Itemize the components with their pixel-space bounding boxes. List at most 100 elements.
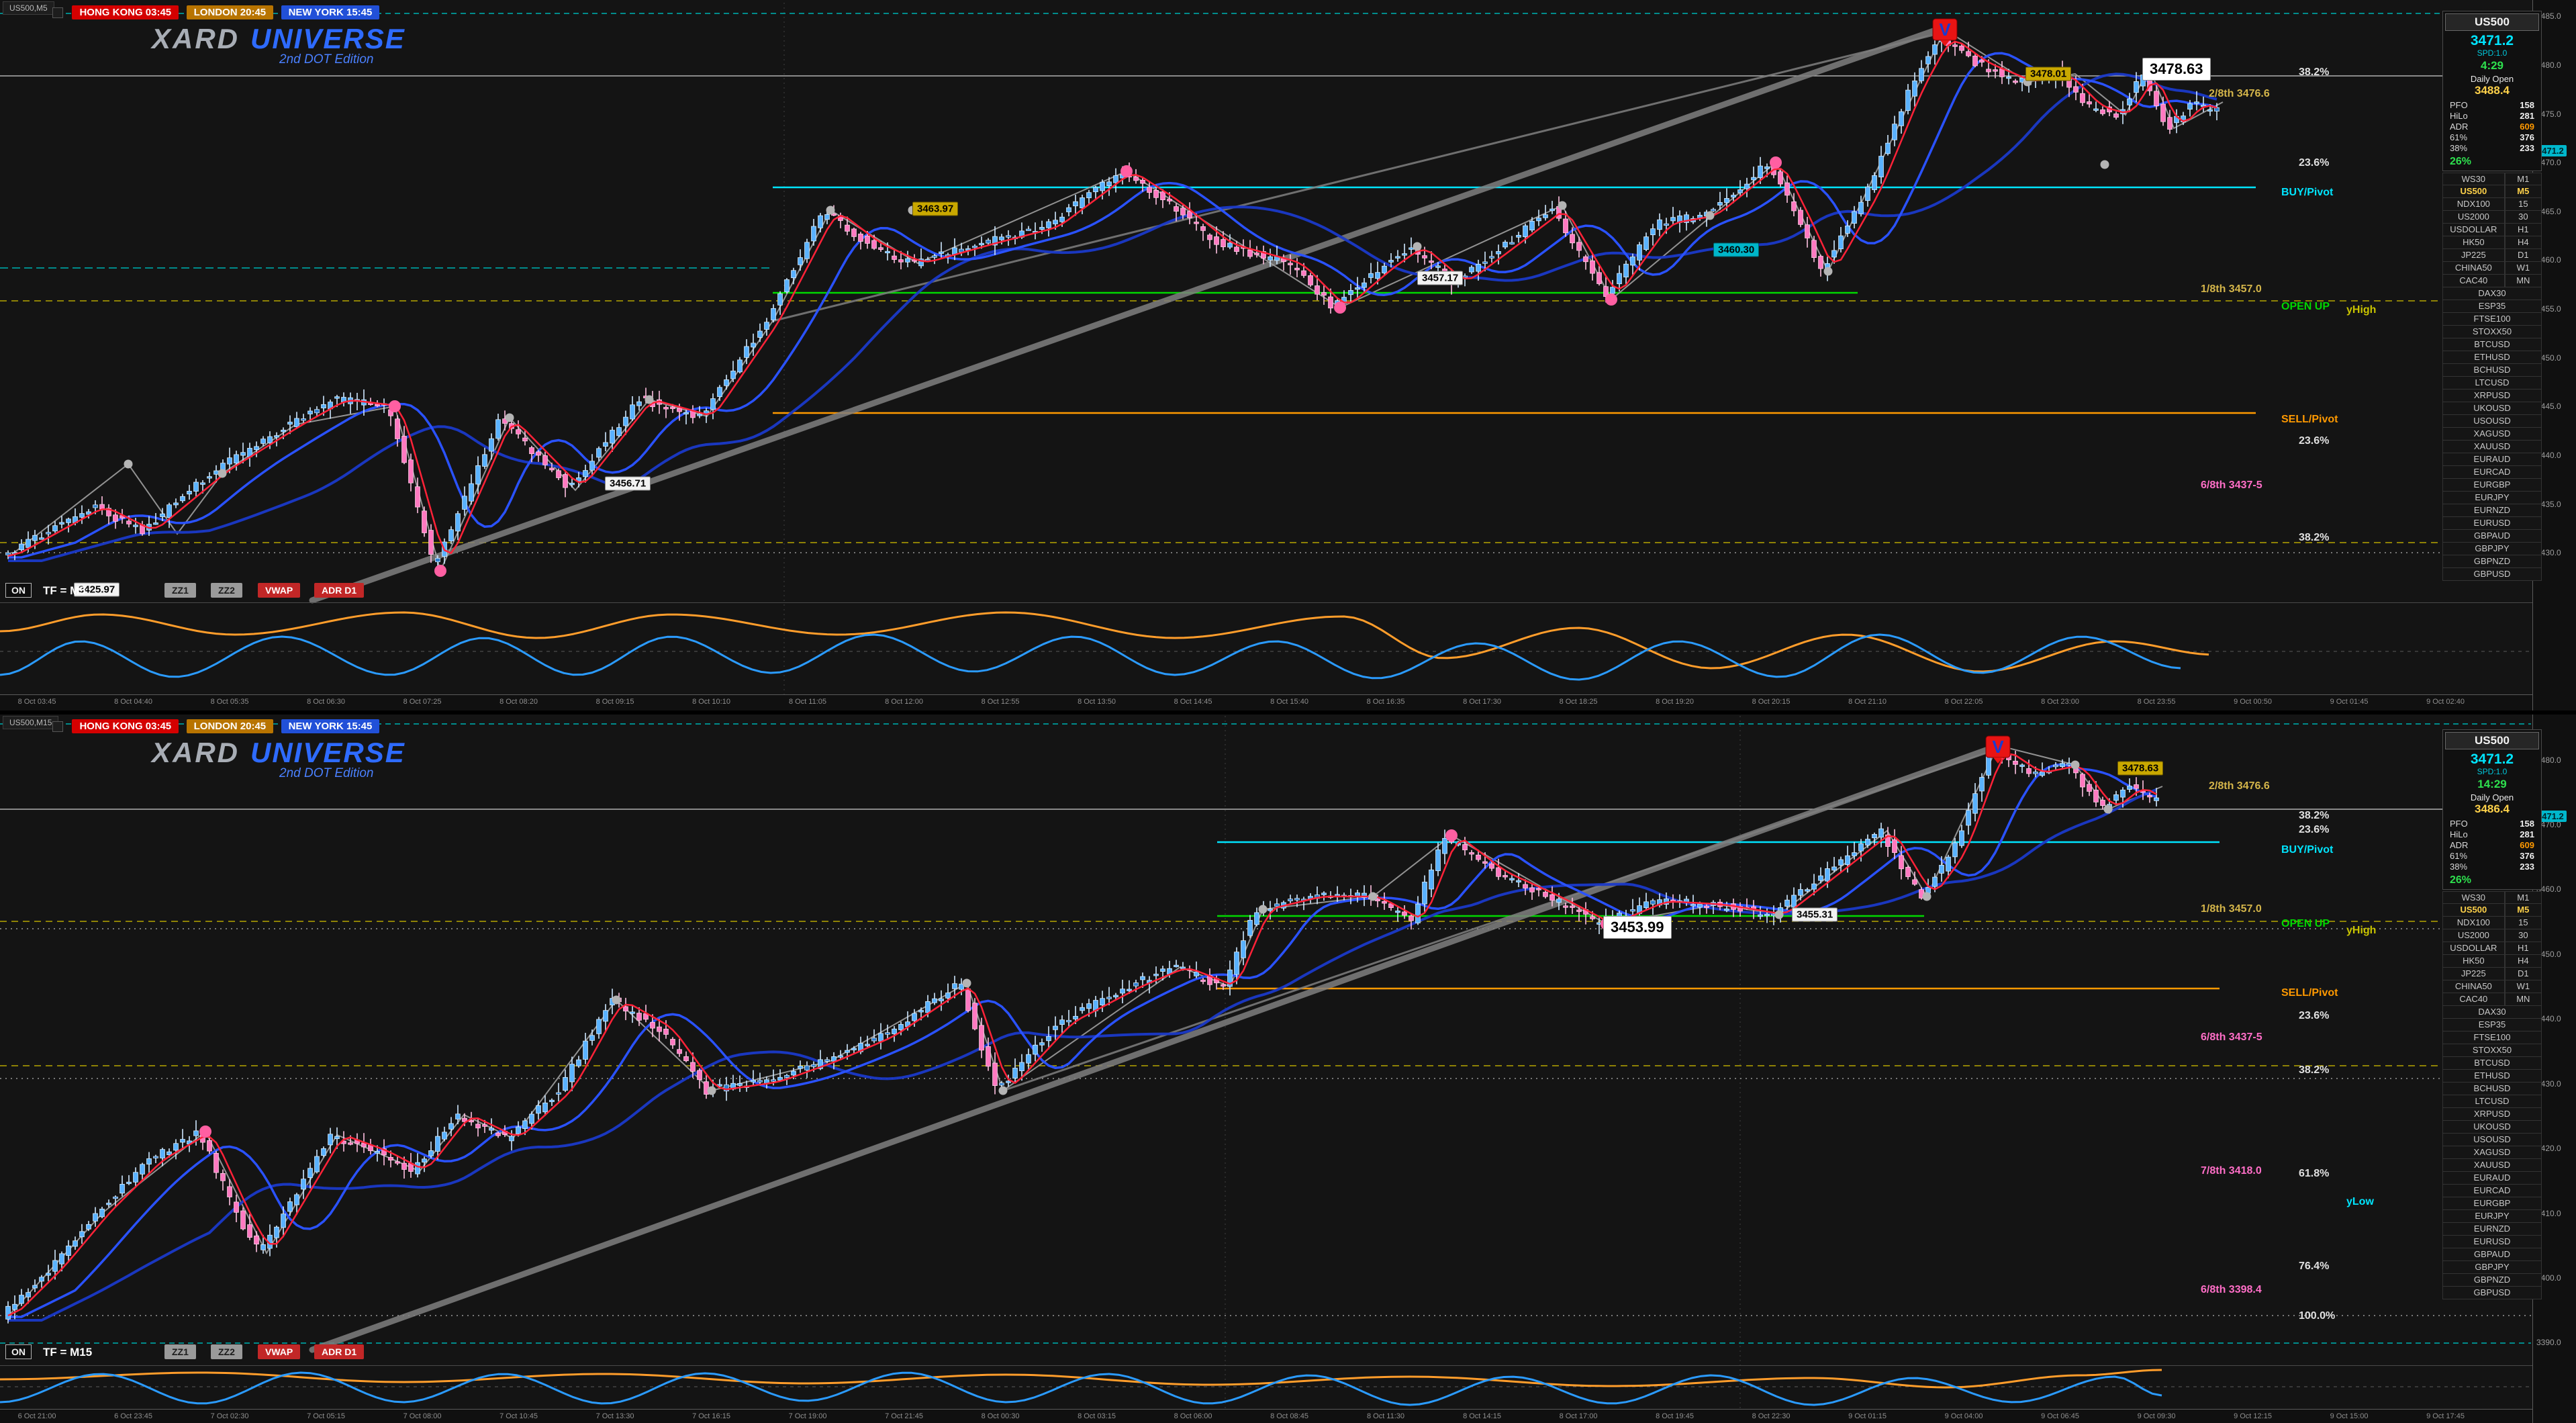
mw-symbol-row-ethusd[interactable]: ETHUSD [2442, 351, 2542, 364]
vwap-button[interactable]: VWAP [258, 583, 301, 598]
session-newyork-button[interactable]: NEW YORK 15:45 [281, 719, 380, 733]
mw-symbol-cell[interactable]: CAC40 [2442, 275, 2505, 287]
mw-symbol-row-gbpjpy[interactable]: GBPJPY [2442, 543, 2542, 555]
mw-symbol-cell[interactable]: DAX30 [2442, 1006, 2542, 1019]
mw-symbol-row-esp35[interactable]: ESP35 [2442, 300, 2542, 313]
mw-symbol-cell[interactable]: GBPAUD [2442, 1248, 2542, 1261]
mw-symbol-cell[interactable]: STOXX50 [2442, 326, 2542, 338]
mw-timeframe-cell[interactable]: H4 [2504, 236, 2542, 249]
mw-symbol-row-china50[interactable]: CHINA50 W1 [2442, 262, 2542, 275]
mw-symbol-row-ndx100[interactable]: NDX100 15 [2442, 198, 2542, 211]
mw-symbol-cell[interactable]: XAGUSD [2442, 1146, 2542, 1159]
on-toggle[interactable]: ON [5, 1344, 32, 1359]
mw-symbol-row-jp225[interactable]: JP225 D1 [2442, 249, 2542, 262]
mw-symbol-row-ltcusd[interactable]: LTCUSD [2442, 377, 2542, 389]
mw-symbol-row-xrpusd[interactable]: XRPUSD [2442, 1108, 2542, 1121]
mw-timeframe-cell[interactable]: 30 [2504, 929, 2542, 942]
mw-symbol-row-euraud[interactable]: EURAUD [2442, 453, 2542, 466]
mw-symbol-row-gbpaud[interactable]: GBPAUD [2442, 1248, 2542, 1261]
mw-symbol-cell[interactable]: GBPNZD [2442, 555, 2542, 568]
session-hongkong-button[interactable]: HONG KONG 03:45 [72, 5, 179, 19]
mw-symbol-cell[interactable]: GBPNZD [2442, 1274, 2542, 1287]
mw-symbol-cell[interactable]: ESP35 [2442, 1019, 2542, 1031]
mw-symbol-cell[interactable]: JP225 [2442, 968, 2505, 980]
mw-symbol-row-usousd[interactable]: USOUSD [2442, 415, 2542, 428]
mw-symbol-row-ftse100[interactable]: FTSE100 [2442, 313, 2542, 326]
mw-symbol-cell[interactable]: EURNZD [2442, 1223, 2542, 1236]
mw-timeframe-cell[interactable]: MN [2504, 993, 2542, 1006]
mw-symbol-cell[interactable]: USDOLLAR [2442, 942, 2505, 955]
mw-symbol-cell[interactable]: US2000 [2442, 929, 2505, 942]
mw-symbol-row-ftse100[interactable]: FTSE100 [2442, 1031, 2542, 1044]
mw-timeframe-cell[interactable]: H4 [2504, 955, 2542, 968]
mw-timeframe-cell[interactable]: H1 [2504, 942, 2542, 955]
mw-symbol-cell[interactable]: GBPJPY [2442, 543, 2542, 555]
mw-symbol-row-ltcusd[interactable]: LTCUSD [2442, 1095, 2542, 1108]
mw-symbol-row-eurjpy[interactable]: EURJPY [2442, 1210, 2542, 1223]
zz1-button[interactable]: ZZ1 [164, 583, 196, 598]
mw-timeframe-cell[interactable]: M1 [2504, 173, 2542, 185]
mw-symbol-cell[interactable]: LTCUSD [2442, 1095, 2542, 1108]
mw-symbol-row-eurgbp[interactable]: EURGBP [2442, 479, 2542, 492]
mw-timeframe-cell[interactable]: D1 [2504, 249, 2542, 262]
mw-timeframe-cell[interactable]: D1 [2504, 968, 2542, 980]
mw-symbol-row-dax30[interactable]: DAX30 [2442, 1006, 2542, 1019]
mw-symbol-cell[interactable]: WS30 [2442, 891, 2505, 904]
chart-tab-m15[interactable]: US500,M15 [3, 716, 59, 729]
mw-symbol-row-stoxx50[interactable]: STOXX50 [2442, 326, 2542, 338]
mw-symbol-row-eurusd[interactable]: EURUSD [2442, 1236, 2542, 1248]
mw-symbol-cell[interactable]: XAUUSD [2442, 1159, 2542, 1172]
mw-symbol-cell[interactable]: BCHUSD [2442, 1083, 2542, 1095]
mw-symbol-row-usdollar[interactable]: USDOLLAR H1 [2442, 942, 2542, 955]
mw-symbol-row-ukousd[interactable]: UKOUSD [2442, 1121, 2542, 1134]
mw-timeframe-cell[interactable]: W1 [2504, 262, 2542, 275]
mw-timeframe-cell[interactable]: MN [2504, 275, 2542, 287]
chart-tab-m5[interactable]: US500,M5 [3, 1, 54, 15]
mw-symbol-row-eurcad[interactable]: EURCAD [2442, 466, 2542, 479]
mw-symbol-cell[interactable]: USOUSD [2442, 415, 2542, 428]
mw-symbol-row-jp225[interactable]: JP225 D1 [2442, 968, 2542, 980]
mw-symbol-cell[interactable]: EURCAD [2442, 466, 2542, 479]
session-london-button[interactable]: LONDON 20:45 [186, 5, 274, 19]
mw-symbol-row-gbpusd[interactable]: GBPUSD [2442, 568, 2542, 581]
mw-symbol-row-us2000[interactable]: US2000 30 [2442, 211, 2542, 224]
mw-symbol-cell[interactable]: EURJPY [2442, 1210, 2542, 1223]
mw-symbol-cell[interactable]: BTCUSD [2442, 338, 2542, 351]
mw-timeframe-cell[interactable]: M1 [2504, 891, 2542, 904]
mw-symbol-row-usdollar[interactable]: USDOLLAR H1 [2442, 224, 2542, 236]
mw-symbol-row-eurnzd[interactable]: EURNZD [2442, 1223, 2542, 1236]
mw-symbol-row-ws30[interactable]: WS30 M1 [2442, 891, 2542, 904]
mw-timeframe-cell[interactable]: 15 [2504, 917, 2542, 929]
mw-symbol-cell[interactable]: DAX30 [2442, 287, 2542, 300]
on-toggle[interactable]: ON [5, 583, 32, 598]
mw-symbol-row-ukousd[interactable]: UKOUSD [2442, 402, 2542, 415]
mw-symbol-row-xrpusd[interactable]: XRPUSD [2442, 389, 2542, 402]
mw-symbol-cell[interactable]: EURAUD [2442, 453, 2542, 466]
adr-d1-button[interactable]: ADR D1 [314, 1344, 365, 1359]
mw-symbol-row-china50[interactable]: CHINA50 W1 [2442, 980, 2542, 993]
mw-symbol-row-usousd[interactable]: USOUSD [2442, 1134, 2542, 1146]
mw-symbol-row-esp35[interactable]: ESP35 [2442, 1019, 2542, 1031]
mw-symbol-row-us500[interactable]: US500 M5 [2442, 185, 2542, 198]
mw-symbol-cell[interactable]: WS30 [2442, 173, 2505, 185]
mw-symbol-cell[interactable]: FTSE100 [2442, 1031, 2542, 1044]
mw-symbol-cell[interactable]: XAUUSD [2442, 441, 2542, 453]
mw-symbol-cell[interactable]: LTCUSD [2442, 377, 2542, 389]
mw-symbol-row-eurjpy[interactable]: EURJPY [2442, 492, 2542, 504]
session-toggle-box[interactable] [52, 721, 63, 732]
mw-symbol-row-xagusd[interactable]: XAGUSD [2442, 428, 2542, 441]
session-hongkong-button[interactable]: HONG KONG 03:45 [72, 719, 179, 733]
mw-symbol-row-us2000[interactable]: US2000 30 [2442, 929, 2542, 942]
session-london-button[interactable]: LONDON 20:45 [186, 719, 274, 733]
mw-symbol-cell[interactable]: NDX100 [2442, 917, 2505, 929]
mw-symbol-row-stoxx50[interactable]: STOXX50 [2442, 1044, 2542, 1057]
mw-symbol-row-euraud[interactable]: EURAUD [2442, 1172, 2542, 1185]
mw-symbol-cell[interactable]: XRPUSD [2442, 389, 2542, 402]
mw-symbol-row-ethusd[interactable]: ETHUSD [2442, 1070, 2542, 1083]
mw-symbol-row-xauusd[interactable]: XAUUSD [2442, 441, 2542, 453]
mw-symbol-cell[interactable]: FTSE100 [2442, 313, 2542, 326]
adr-d1-button[interactable]: ADR D1 [314, 583, 365, 598]
mw-symbol-row-xagusd[interactable]: XAGUSD [2442, 1146, 2542, 1159]
mw-symbol-cell[interactable]: XAGUSD [2442, 428, 2542, 441]
mw-symbol-row-dax30[interactable]: DAX30 [2442, 287, 2542, 300]
